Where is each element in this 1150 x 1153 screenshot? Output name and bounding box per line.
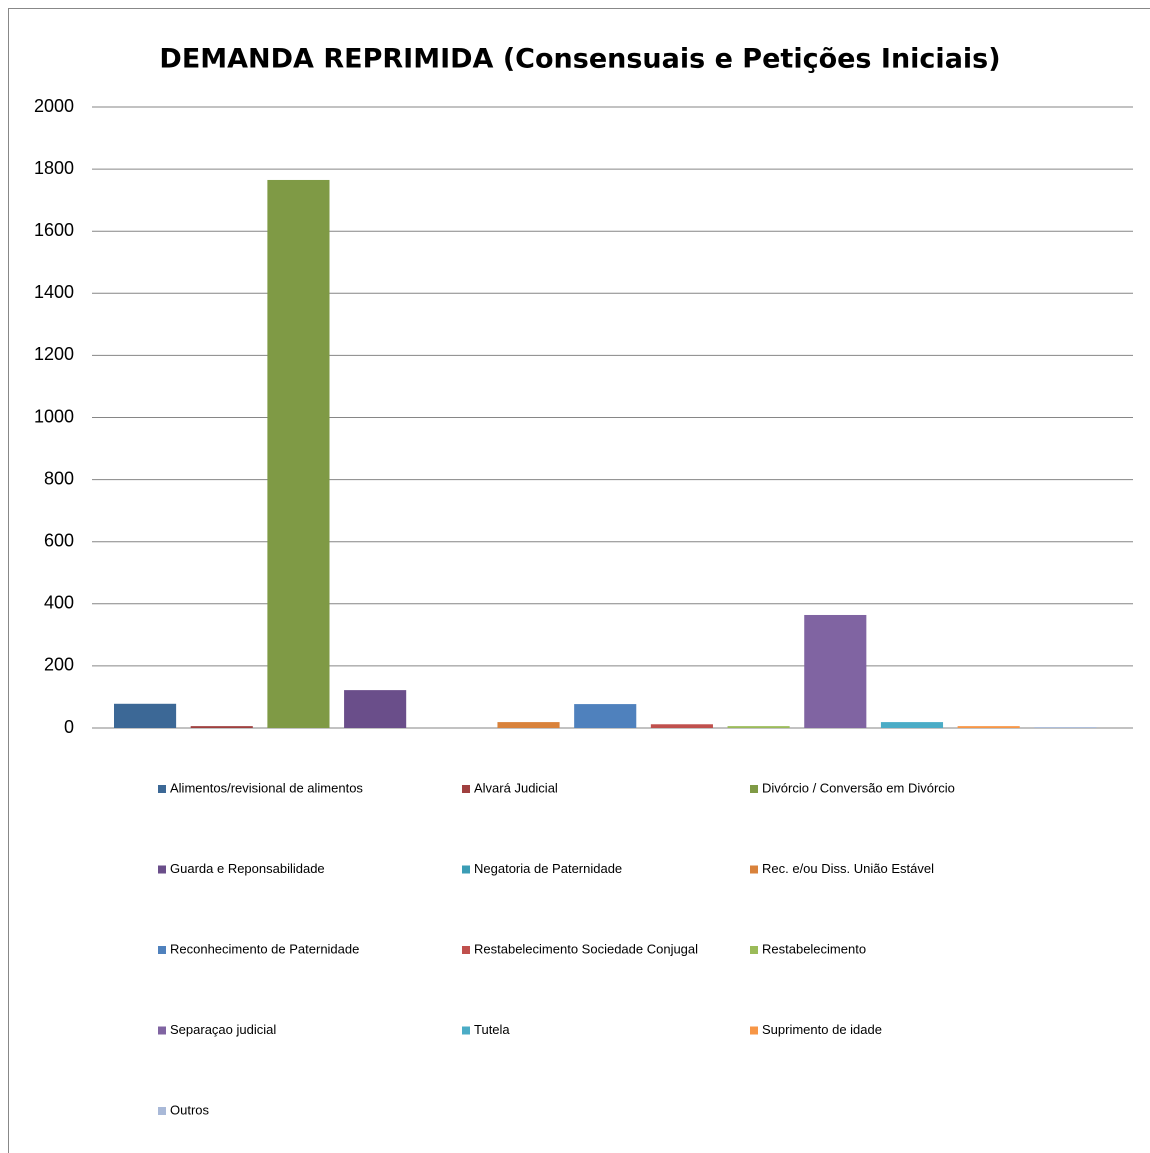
y-tick-label: 1800 bbox=[34, 158, 74, 178]
bar bbox=[880, 722, 944, 728]
legend-swatch bbox=[158, 865, 166, 874]
bar bbox=[957, 726, 1020, 728]
legend-swatch bbox=[750, 1026, 758, 1035]
chart-border bbox=[8, 8, 1150, 1153]
legend-swatch bbox=[158, 1026, 166, 1035]
legend-swatch bbox=[750, 785, 758, 793]
legend-label: Divórcio / Conversão em Divórcio bbox=[762, 780, 955, 795]
legend-swatch bbox=[462, 1026, 470, 1035]
y-tick-label: 800 bbox=[44, 468, 74, 488]
y-tick-label: 2000 bbox=[34, 96, 74, 116]
legend-swatch bbox=[462, 785, 470, 793]
legend-swatch bbox=[750, 865, 758, 874]
y-tick-label: 1200 bbox=[34, 344, 74, 364]
bar bbox=[190, 726, 253, 728]
y-tick-label: 1400 bbox=[34, 282, 74, 302]
legend-label: Restabelecimento Sociedade Conjugal bbox=[474, 941, 698, 956]
bar bbox=[650, 724, 713, 728]
legend-label: Outros bbox=[170, 1102, 210, 1117]
bar bbox=[344, 690, 407, 728]
y-tick-label: 1000 bbox=[34, 406, 74, 426]
legend-swatch bbox=[158, 785, 166, 793]
legend-label: Tutela bbox=[474, 1022, 510, 1037]
legend-label: Rec. e/ou Diss. União Estável bbox=[762, 861, 934, 876]
legend-swatch bbox=[158, 1107, 166, 1115]
legend-swatch bbox=[462, 946, 470, 954]
y-tick-label: 400 bbox=[44, 593, 74, 613]
bar bbox=[267, 179, 330, 728]
legend-label: Alvará Judicial bbox=[474, 780, 558, 795]
y-tick-label: 0 bbox=[64, 717, 74, 737]
y-tick-label: 200 bbox=[44, 655, 74, 675]
chart-title: DEMANDA REPRIMIDA (Consensuais e Petiçõe… bbox=[159, 44, 1000, 75]
bar bbox=[727, 726, 790, 728]
legend-label: Suprimento de idade bbox=[762, 1022, 882, 1037]
legend-swatch bbox=[462, 865, 470, 874]
legend-swatch bbox=[158, 946, 166, 954]
legend-label: Reconhecimento de Paternidade bbox=[170, 941, 359, 956]
bar bbox=[574, 704, 637, 728]
legend-swatch bbox=[750, 946, 758, 954]
bar bbox=[114, 703, 177, 728]
legend-label: Alimentos/revisional de alimentos bbox=[170, 780, 363, 795]
bar bbox=[497, 722, 560, 728]
y-tick-label: 1600 bbox=[34, 220, 74, 240]
legend-label: Restabelecimento bbox=[762, 941, 866, 956]
y-tick-label: 600 bbox=[44, 530, 74, 550]
legend-label: Negatoria de Paternidade bbox=[474, 861, 622, 876]
bar bbox=[804, 614, 867, 728]
bar bbox=[1034, 727, 1097, 728]
legend-label: Guarda e Reponsabilidade bbox=[170, 861, 325, 876]
legend-label: Separaçao judicial bbox=[170, 1022, 276, 1037]
